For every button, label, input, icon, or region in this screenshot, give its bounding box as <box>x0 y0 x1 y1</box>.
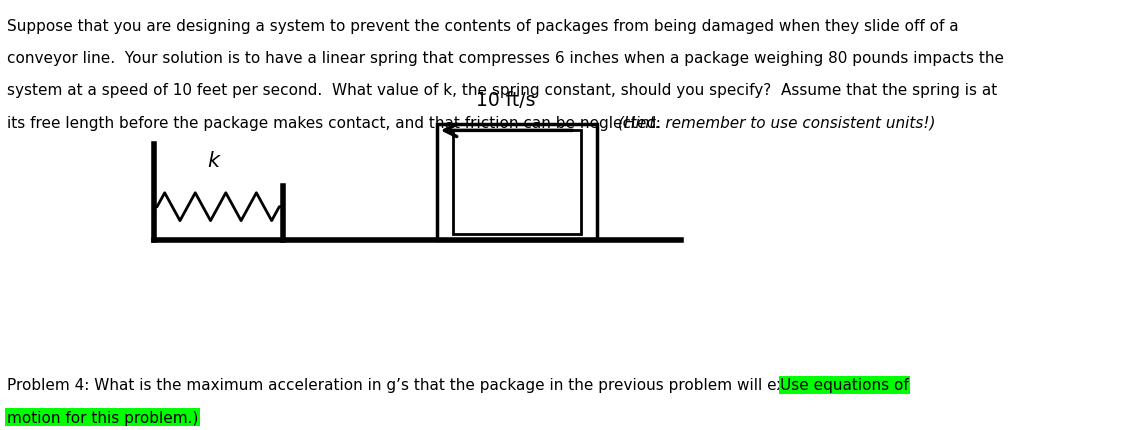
Bar <box>453 130 582 234</box>
Text: conveyor line.  Your solution is to have a linear spring that compresses 6 inche: conveyor line. Your solution is to have … <box>7 51 1004 66</box>
Text: k: k <box>208 151 219 171</box>
Text: Use equations of: Use equations of <box>780 378 909 393</box>
Text: (Hint: remember to use consistent units!): (Hint: remember to use consistent units!… <box>618 115 936 130</box>
Text: Suppose that you are designing a system to prevent the contents of packages from: Suppose that you are designing a system … <box>7 18 959 34</box>
Text: Problem 4: What is the maximum acceleration in g’s that the package in the previ: Problem 4: What is the maximum accelerat… <box>7 378 871 393</box>
Text: its free length before the package makes contact, and that friction can be negle: its free length before the package makes… <box>7 115 671 130</box>
Text: system at a speed of 10 feet per second.  What value of k, the spring constant, : system at a speed of 10 feet per second.… <box>7 83 997 98</box>
Text: motion for this problem.): motion for this problem.) <box>7 410 198 425</box>
Bar <box>437 124 598 240</box>
Text: 10 ft/s: 10 ft/s <box>477 91 536 110</box>
